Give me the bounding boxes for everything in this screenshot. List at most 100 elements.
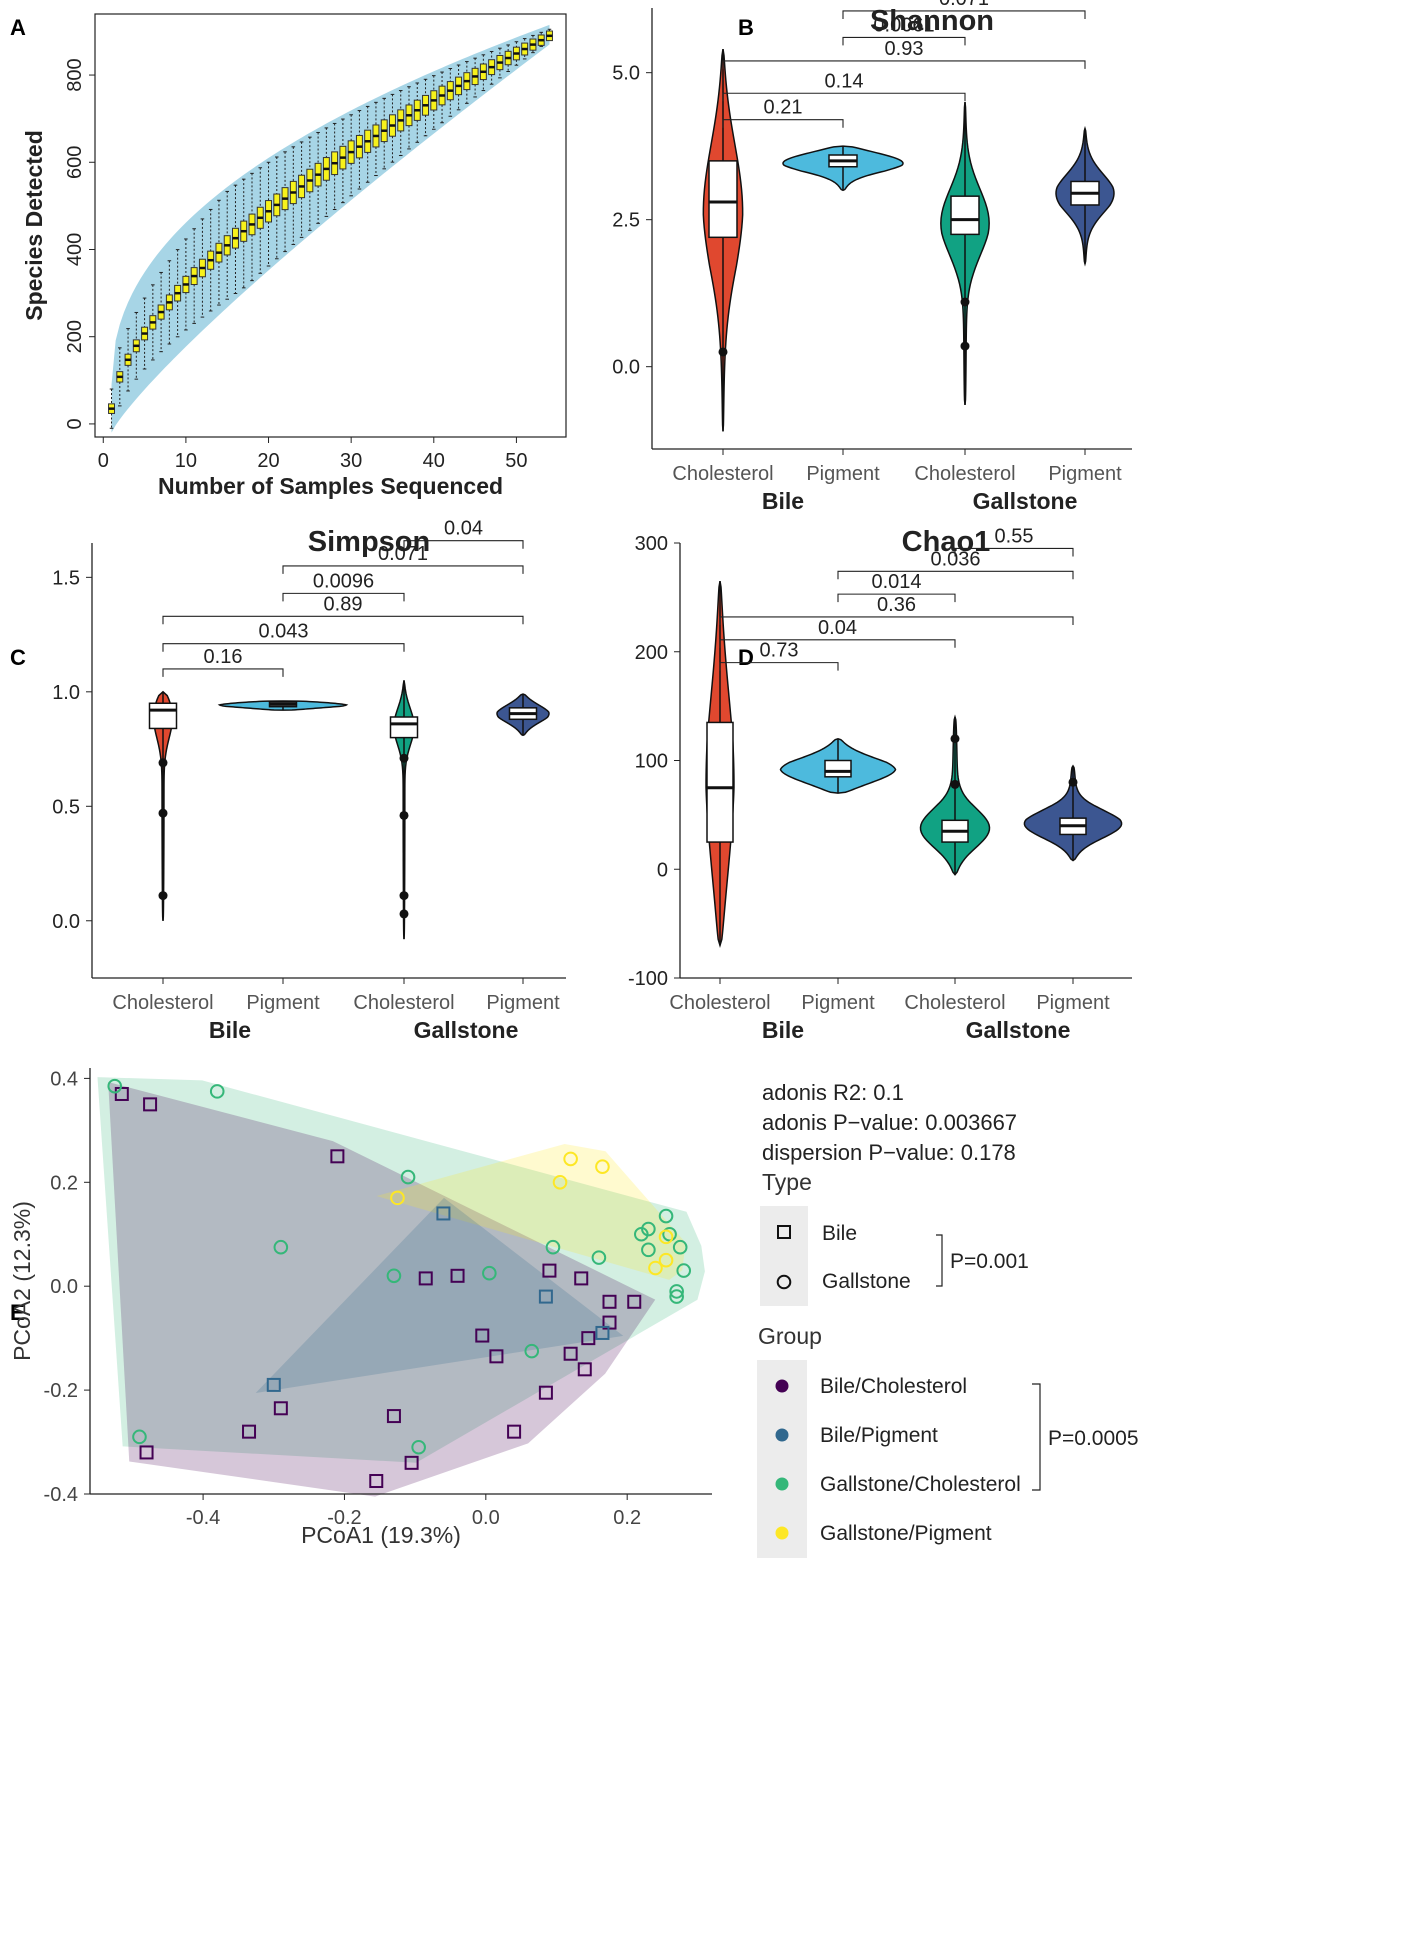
- x-tick-label: Pigment: [806, 463, 880, 485]
- legend-square-icon: [777, 1225, 791, 1239]
- pcoa-point-square: [475, 1328, 490, 1343]
- pcoa-point-circle: [641, 1242, 656, 1258]
- comparison-p-value: 0.93: [885, 38, 924, 60]
- legend-group-bracket: [1032, 1383, 1041, 1491]
- comparison-p-value: 0.071: [939, 0, 989, 10]
- pcoa-point-square: [436, 1206, 451, 1221]
- panel-d-chao1: Chao1 -100 0 100 200 300 0.73 0.04 0.360.014 0.03…: [628, 525, 1132, 1043]
- plot-frame: [94, 13, 567, 438]
- legend-group-dot: [775, 1428, 789, 1442]
- x-tick-label: -0.4: [186, 1507, 220, 1529]
- panel-b-shannon: Shannon0.02.55.00.210.140.930.00610.0710…: [612, 0, 1132, 514]
- comparison-p-value: 0.21: [764, 97, 803, 119]
- comparison-bracket: [282, 592, 405, 602]
- y-tick-label: 0.4: [50, 1068, 78, 1090]
- panel-letter-b: B: [738, 15, 754, 40]
- panel-letter-d: D: [738, 645, 754, 670]
- group-label-bile: Bile: [762, 1017, 804, 1043]
- y-tick-label: 600: [64, 146, 86, 179]
- box-1: [148, 702, 178, 730]
- comparison-bracket: [403, 540, 524, 549]
- outlier-point: [1068, 777, 1078, 787]
- outlier-point: [960, 341, 970, 351]
- pcoa-point-square: [369, 1474, 384, 1489]
- y-tick-label: 0.0: [52, 911, 80, 933]
- panel-c-simpson: Simpson0.00.51.01.50.160.0430.890.00960.…: [52, 518, 566, 1043]
- comparison-bracket: [722, 60, 1086, 69]
- x-tick-label: 30: [340, 450, 362, 472]
- legend-type-title: Type: [762, 1169, 812, 1195]
- pcoa-point-circle: [209, 1084, 225, 1099]
- pcoa-point-square: [602, 1315, 617, 1330]
- y-tick-label: 0.5: [52, 796, 80, 818]
- comparison-bracket: [954, 547, 1074, 557]
- comparison-bracket: [722, 119, 844, 128]
- pcoa-point-square: [577, 1362, 592, 1377]
- comparison-bracket: [162, 643, 405, 652]
- pcoa-point-circle: [676, 1263, 692, 1278]
- comparison-p-value: 0.16: [204, 646, 243, 668]
- outlier-point: [950, 734, 960, 744]
- pcoa-point-circle: [552, 1174, 568, 1190]
- y-tick-label: 0: [64, 418, 86, 429]
- legend-group-dot: [775, 1526, 789, 1540]
- pcoa-point-circle: [658, 1229, 674, 1245]
- y-tick-label: -0.4: [44, 1484, 78, 1506]
- y-tick-label: 1.5: [52, 567, 80, 589]
- x-tick-label: Pigment: [486, 992, 560, 1014]
- chart-title: Shannon: [870, 5, 994, 37]
- panel-letter-a: A: [10, 15, 26, 40]
- comparison-p-value: 0.04: [818, 617, 857, 639]
- legend-group-title: Group: [758, 1323, 822, 1349]
- pcoa-point-square: [386, 1409, 401, 1424]
- pcoa-point-square: [595, 1325, 610, 1340]
- comparison-p-value: 0.55: [995, 525, 1034, 547]
- pcoa-point-square: [450, 1268, 465, 1283]
- y-tick-label: 200: [635, 642, 668, 664]
- pcoa-point-circle: [400, 1169, 416, 1185]
- y-tick-label: 0.0: [612, 357, 640, 379]
- x-axis-label: Number of Samples Sequenced: [158, 473, 503, 499]
- comparison-p-value: 0.036: [930, 548, 980, 570]
- comparison-p-value: 0.0096: [313, 570, 374, 592]
- y-axis-label: PCoA2 (12.3%): [9, 1201, 35, 1361]
- y-tick-label: 0.2: [50, 1172, 78, 1194]
- x-tick-label: Cholesterol: [669, 992, 770, 1014]
- y-tick-label: 100: [635, 751, 668, 773]
- pcoa-point-square: [266, 1377, 281, 1392]
- pcoa-point-circle: [669, 1289, 684, 1304]
- outlier-point: [399, 909, 409, 919]
- legend-group-label: Gallstone/Cholesterol: [820, 1473, 1021, 1496]
- pcoa-point-circle: [672, 1239, 688, 1255]
- pcoa-point-square: [330, 1149, 345, 1164]
- outlier-point: [950, 779, 960, 789]
- comparison-p-value: 0.73: [760, 640, 799, 662]
- x-tick-label: 20: [257, 450, 279, 472]
- pcoa-point-square: [581, 1331, 596, 1346]
- legend-group-dot: [775, 1477, 789, 1491]
- comparison-bracket: [162, 668, 284, 677]
- group-hull-3: [97, 1077, 705, 1463]
- comparison-p-value: 0.04: [444, 518, 483, 540]
- legend-type-label: Bile: [822, 1222, 857, 1245]
- group-label-bile: Bile: [209, 1017, 251, 1043]
- y-axis-label: Species Detected: [21, 130, 47, 320]
- group-hull-1: [108, 1082, 656, 1497]
- y-tick-label: 2.5: [612, 210, 640, 232]
- group-hull-4: [376, 1143, 686, 1280]
- comparison-p-value: 0.043: [258, 621, 308, 643]
- stats-line: dispersion P−value: 0.178: [762, 1140, 1016, 1165]
- outlier-point: [960, 297, 970, 307]
- box-1: [708, 160, 738, 239]
- comparison-bracket: [162, 615, 524, 625]
- legend-type-p: P=0.001: [950, 1250, 1029, 1273]
- pcoa-point-square: [542, 1263, 557, 1278]
- y-tick-label: 200: [64, 320, 86, 353]
- y-tick-label: 5.0: [612, 63, 640, 85]
- pcoa-point-circle: [545, 1239, 561, 1255]
- pcoa-point-circle: [411, 1439, 426, 1455]
- pcoa-point-square: [507, 1424, 522, 1439]
- y-tick-label: -0.2: [44, 1380, 78, 1402]
- box-1: [706, 721, 734, 843]
- comparison-bracket: [719, 616, 1074, 625]
